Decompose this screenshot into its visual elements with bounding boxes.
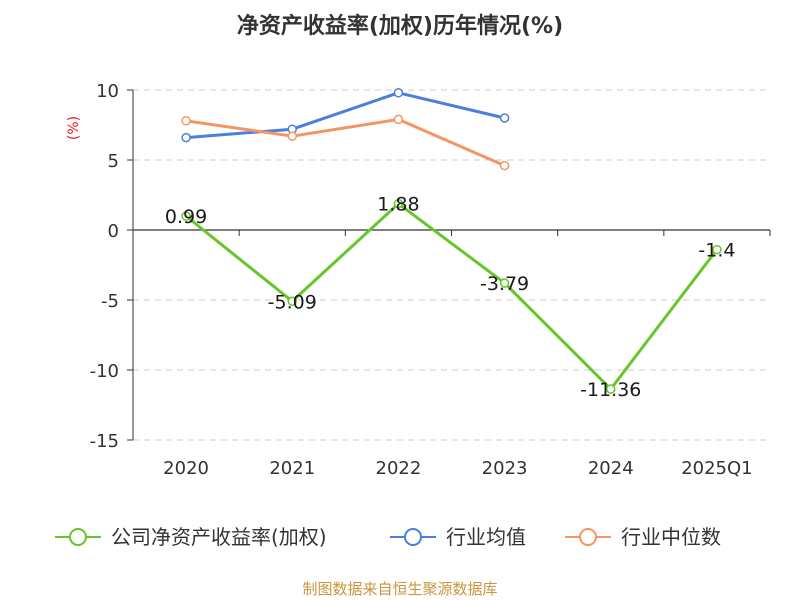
x-tick-label: 2025Q1 xyxy=(681,458,752,479)
legend-marker xyxy=(404,528,422,546)
data-point xyxy=(393,88,404,98)
data-point xyxy=(287,131,297,141)
data-point xyxy=(499,113,510,123)
y-tick-label: 10 xyxy=(96,81,119,102)
series-line-0 xyxy=(185,202,719,391)
legend-marker xyxy=(579,528,597,546)
axes: 10 5 0 -5 -10 -15 2020 2021 2022 2023 2024 2025Q1 xyxy=(90,81,771,479)
series-line-2 xyxy=(185,117,506,167)
legend-label: 行业均值 xyxy=(446,525,526,549)
y-tick-label: -10 xyxy=(90,361,119,382)
x-tick-label: 2021 xyxy=(269,458,315,479)
data-label: -1.4 xyxy=(698,240,735,262)
series-line-1 xyxy=(185,91,505,140)
legend-label: 行业中位数 xyxy=(621,525,721,549)
x-tick-label: 2023 xyxy=(482,458,528,479)
legend: 公司净资产收益率(加权) 行业均值 行业中位数 xyxy=(55,525,721,549)
x-tick-label: 2020 xyxy=(163,458,209,479)
series-group: 0.99 -5.09 1.88 -3.79 -11.36 -1.4 xyxy=(165,88,735,401)
data-point xyxy=(712,244,722,255)
data-point xyxy=(181,116,191,126)
data-point xyxy=(606,384,616,394)
data-label: -5.09 xyxy=(268,291,317,313)
data-label: -3.79 xyxy=(480,273,529,295)
data-label: -11.36 xyxy=(580,379,641,401)
legend-label: 公司净资产收益率(加权) xyxy=(111,525,327,549)
data-label: 0.99 xyxy=(165,206,207,228)
data-source-note: 制图数据来自恒生聚源数据库 xyxy=(302,580,498,598)
legend-marker xyxy=(69,528,87,546)
data-point xyxy=(499,160,510,171)
data-point xyxy=(181,132,191,143)
chart-title: 净资产收益率(加权)历年情况(%) xyxy=(236,14,564,39)
y-axis-label: (%) xyxy=(66,116,82,140)
data-point xyxy=(499,278,510,288)
y-tick-label: 5 xyxy=(108,151,119,172)
data-point xyxy=(181,211,191,221)
grid-lines xyxy=(133,89,770,441)
y-tick-label: -5 xyxy=(101,291,119,312)
data-point xyxy=(393,114,404,125)
y-tick-label: 0 xyxy=(108,221,119,242)
data-label: 1.88 xyxy=(377,194,419,216)
x-tick-label: 2024 xyxy=(588,458,634,479)
data-point xyxy=(393,198,404,209)
x-tick-label: 2022 xyxy=(376,458,422,479)
y-tick-label: -15 xyxy=(90,431,119,452)
data-point xyxy=(287,296,297,307)
